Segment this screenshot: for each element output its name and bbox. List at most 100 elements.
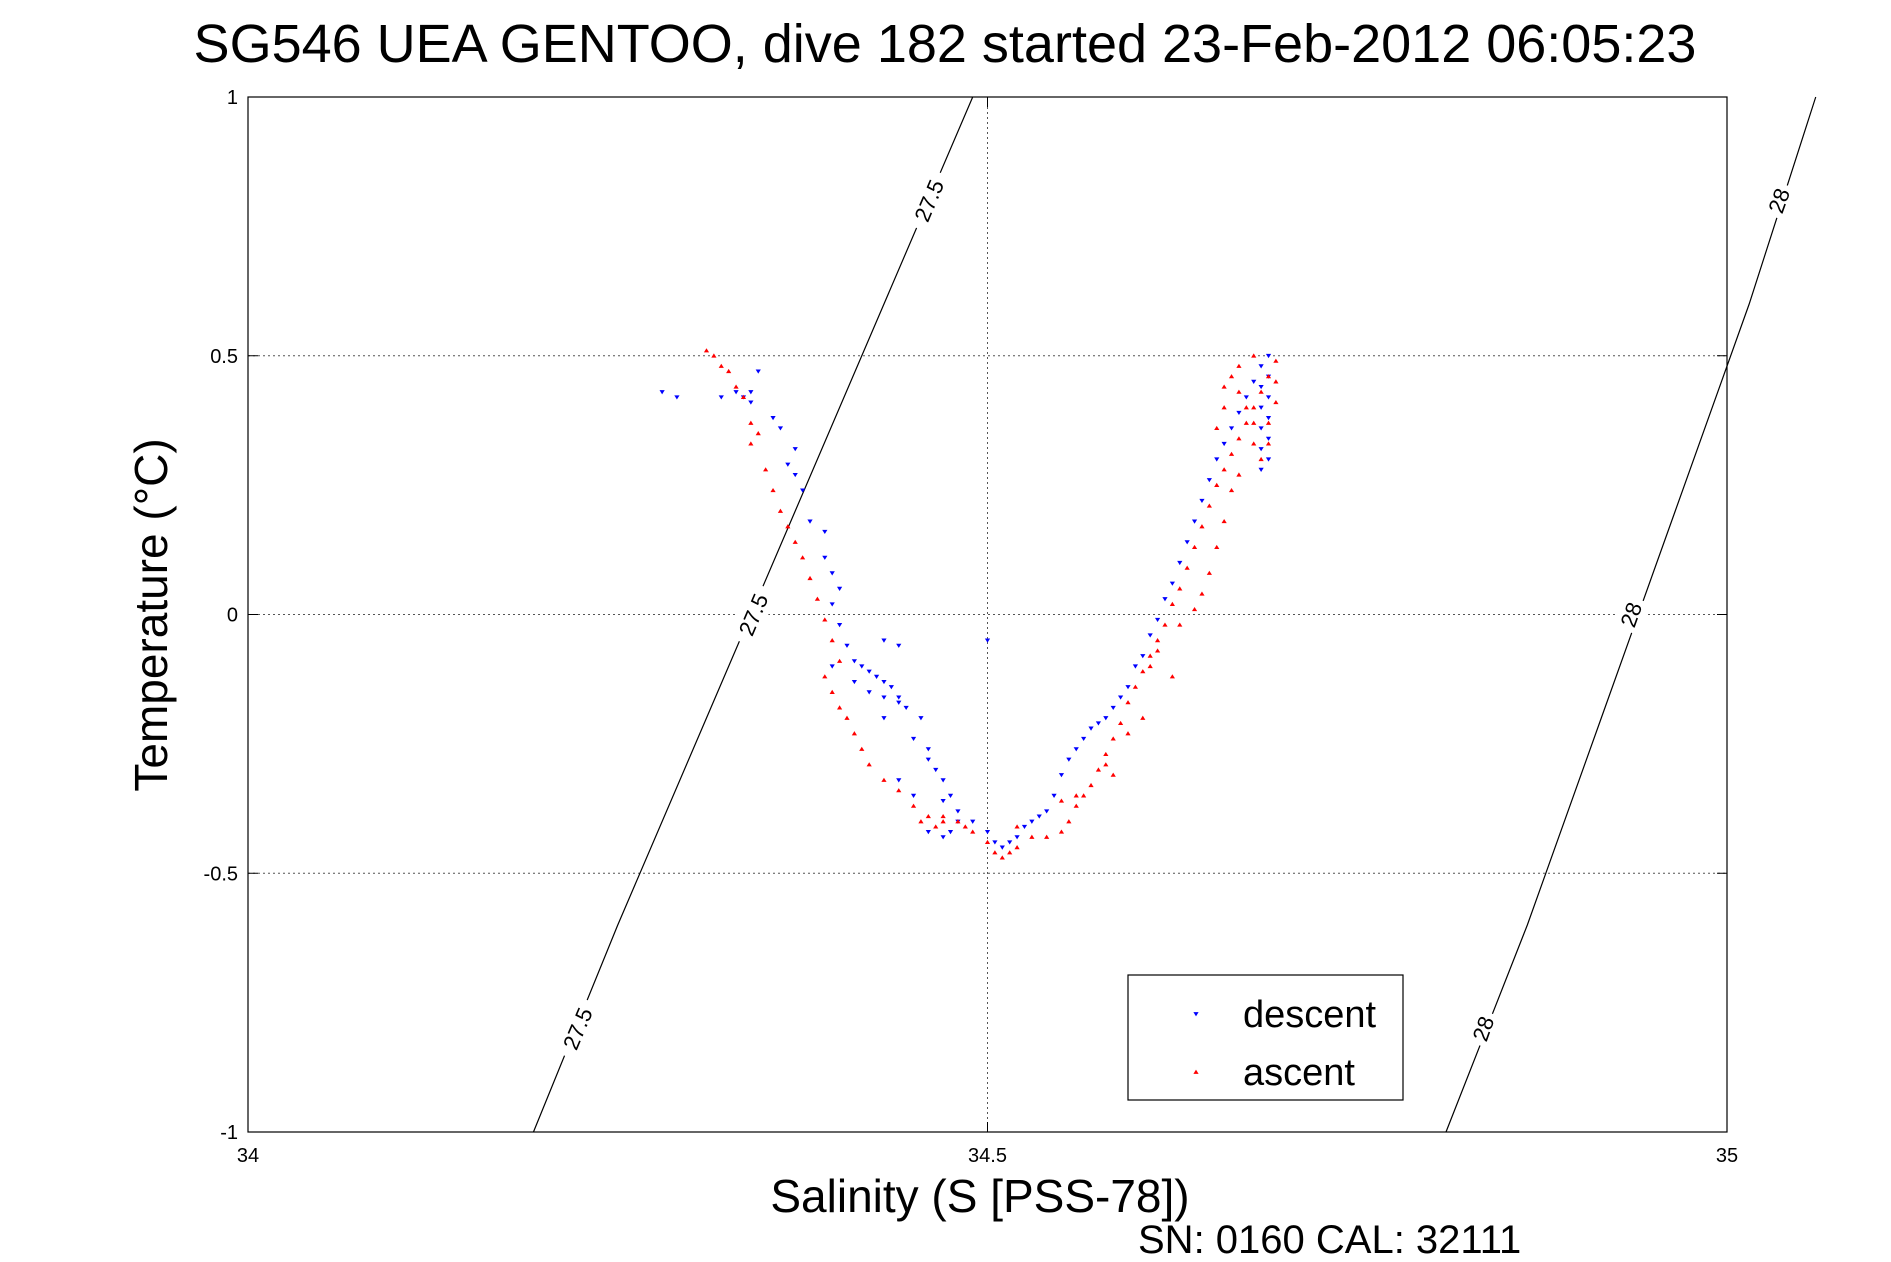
descent-point (984, 830, 991, 835)
descent-point (925, 830, 931, 835)
ascent-point (1243, 405, 1249, 410)
descent-point (1088, 726, 1094, 731)
descent-point (755, 369, 761, 374)
ascent-point (1191, 606, 1198, 612)
descent-point (1265, 353, 1272, 359)
descent-point (748, 390, 754, 395)
ascent-point (1273, 379, 1279, 384)
descent-point (999, 845, 1005, 850)
descent-point (792, 447, 798, 452)
ascent-point (1251, 420, 1257, 425)
descent-point (659, 390, 665, 395)
descent-point (1147, 633, 1153, 638)
ascent-point (1058, 798, 1065, 803)
descent-point (822, 529, 828, 535)
ascent-point (755, 431, 761, 436)
contour-label-bg (904, 167, 954, 234)
ascent-point (1073, 803, 1079, 808)
descent-point (822, 555, 828, 560)
ascent-series (703, 348, 1279, 860)
ascent-point (822, 617, 828, 622)
x-tick-label: 34 (237, 1145, 259, 1167)
descent-point (1258, 405, 1264, 410)
descent-point (770, 416, 776, 421)
ascent-point (1154, 638, 1161, 643)
ascent-point (851, 731, 857, 736)
descent-point (947, 793, 954, 798)
descent-point (718, 395, 724, 400)
ascent-point (940, 813, 946, 819)
ascent-point (1273, 358, 1279, 363)
descent-point (800, 488, 806, 493)
descent-point (896, 778, 902, 783)
ascent-point (1103, 751, 1109, 757)
descent-point (918, 716, 924, 721)
ascent-point (726, 368, 732, 374)
ascent-point (940, 819, 946, 824)
descent-point (896, 695, 902, 700)
ascent-legend-label: ascent (1243, 1052, 1355, 1094)
descent-point (733, 390, 739, 395)
ascent-point (1058, 829, 1065, 834)
descent-point (829, 664, 835, 669)
ascent-point (1177, 586, 1183, 591)
ascent-point (814, 596, 821, 601)
ascent-point (1214, 544, 1220, 550)
descent-point (1199, 498, 1205, 503)
descent-point (1140, 654, 1146, 659)
descent-point (1258, 384, 1264, 390)
descent-point (859, 664, 865, 669)
y-tick-label: -0.5 (204, 863, 238, 885)
descent-point (1118, 695, 1124, 700)
x-tick-label: 35 (1716, 1145, 1738, 1167)
ascent-point (918, 819, 924, 824)
ascent-point (1251, 353, 1257, 358)
ascent-point (1125, 700, 1131, 705)
ascent-point (1132, 684, 1138, 689)
descent-point (851, 659, 857, 664)
descent-point (1251, 379, 1257, 384)
descent-point (1258, 447, 1264, 452)
ascent-point (1258, 456, 1264, 462)
descent-point (925, 757, 931, 762)
descent-point (1066, 757, 1072, 762)
descent-point (992, 840, 998, 845)
ascent-point (844, 715, 850, 720)
descent-point (1184, 540, 1190, 545)
descent-point (1007, 840, 1013, 845)
descent-point (837, 586, 843, 591)
ascent-point (777, 508, 784, 513)
ascent-point (1103, 762, 1109, 767)
ascent-point (748, 441, 754, 446)
ascent-point (740, 394, 747, 399)
descent-point (903, 705, 909, 710)
descent-point (829, 571, 835, 576)
ascent-point (1199, 524, 1205, 529)
ascent-point (933, 824, 939, 829)
descent-point (955, 809, 961, 814)
ascent-point (1258, 389, 1264, 394)
ascent-point (999, 855, 1005, 860)
ascent-point (1236, 363, 1242, 368)
ascent-point (925, 813, 931, 819)
ascent-point (1243, 420, 1249, 425)
ascent-point (896, 788, 902, 793)
descent-point (777, 426, 784, 431)
descent-point (1236, 410, 1242, 416)
descent-point (925, 747, 931, 752)
descent-point (933, 767, 939, 773)
y-tick-label: 0.5 (210, 346, 238, 368)
descent-point (910, 736, 917, 742)
ascent-point (1147, 663, 1153, 669)
ascent-point (1251, 441, 1257, 446)
ascent-point (733, 384, 739, 389)
descent-point (1095, 721, 1102, 726)
ascent-point (1228, 374, 1235, 379)
ascent-point (859, 746, 865, 751)
ascent-point (1007, 850, 1013, 855)
ascent-point (1214, 482, 1220, 487)
legend-entries: descent ascent (1193, 994, 1377, 1094)
descent-point (1110, 705, 1116, 710)
ascent-point (829, 638, 835, 643)
ascent-point (1221, 384, 1227, 389)
